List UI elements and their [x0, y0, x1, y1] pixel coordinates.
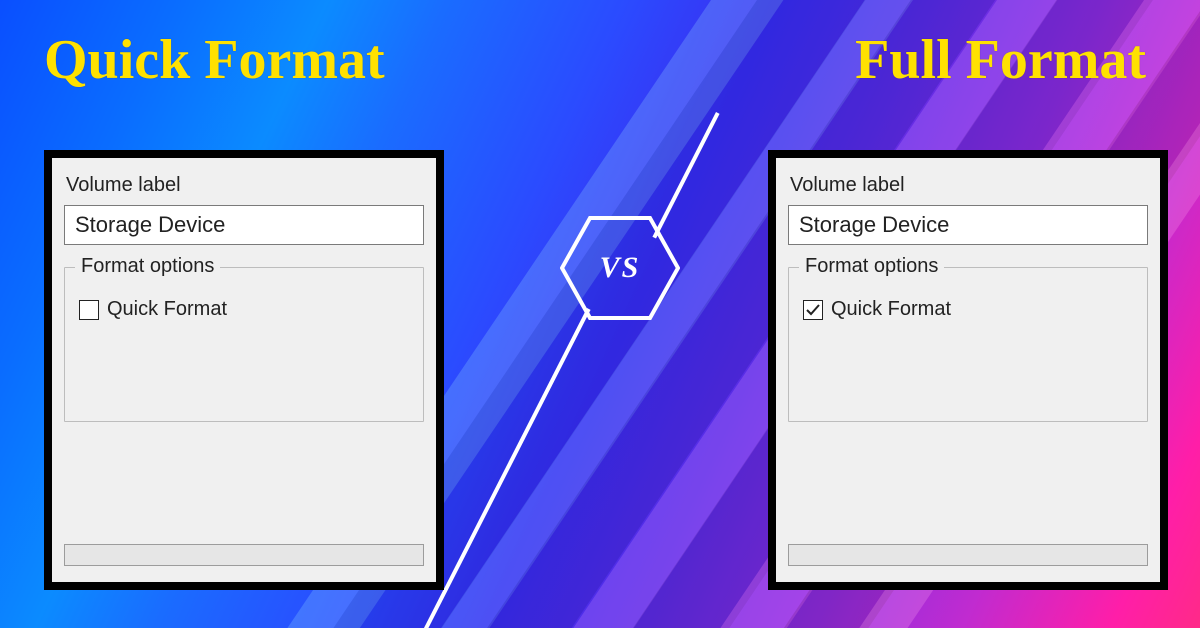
- format-progress-bar: [64, 544, 424, 566]
- quick-format-checkbox[interactable]: [803, 300, 823, 320]
- heading-left: Quick Format: [44, 28, 385, 92]
- heading-right: Full Format: [855, 28, 1146, 92]
- vs-label: VS: [560, 216, 680, 320]
- volume-label-input[interactable]: [64, 205, 424, 245]
- format-options-group: Format options Quick Format: [788, 267, 1148, 422]
- dialog-full-format: Volume label Format options Quick Format: [768, 150, 1168, 590]
- volume-label-input[interactable]: [788, 205, 1148, 245]
- volume-label-caption: Volume label: [66, 174, 424, 197]
- dialog-quick-format: Volume label Format options Quick Format: [44, 150, 444, 590]
- format-options-legend: Format options: [75, 255, 220, 278]
- format-options-legend: Format options: [799, 255, 944, 278]
- format-progress-bar: [788, 544, 1148, 566]
- format-options-group: Format options Quick Format: [64, 267, 424, 422]
- volume-label-caption: Volume label: [790, 174, 1148, 197]
- quick-format-checkbox[interactable]: [79, 300, 99, 320]
- quick-format-checkbox-label: Quick Format: [831, 298, 951, 321]
- vs-badge: VS: [560, 216, 680, 320]
- quick-format-checkbox-label: Quick Format: [107, 298, 227, 321]
